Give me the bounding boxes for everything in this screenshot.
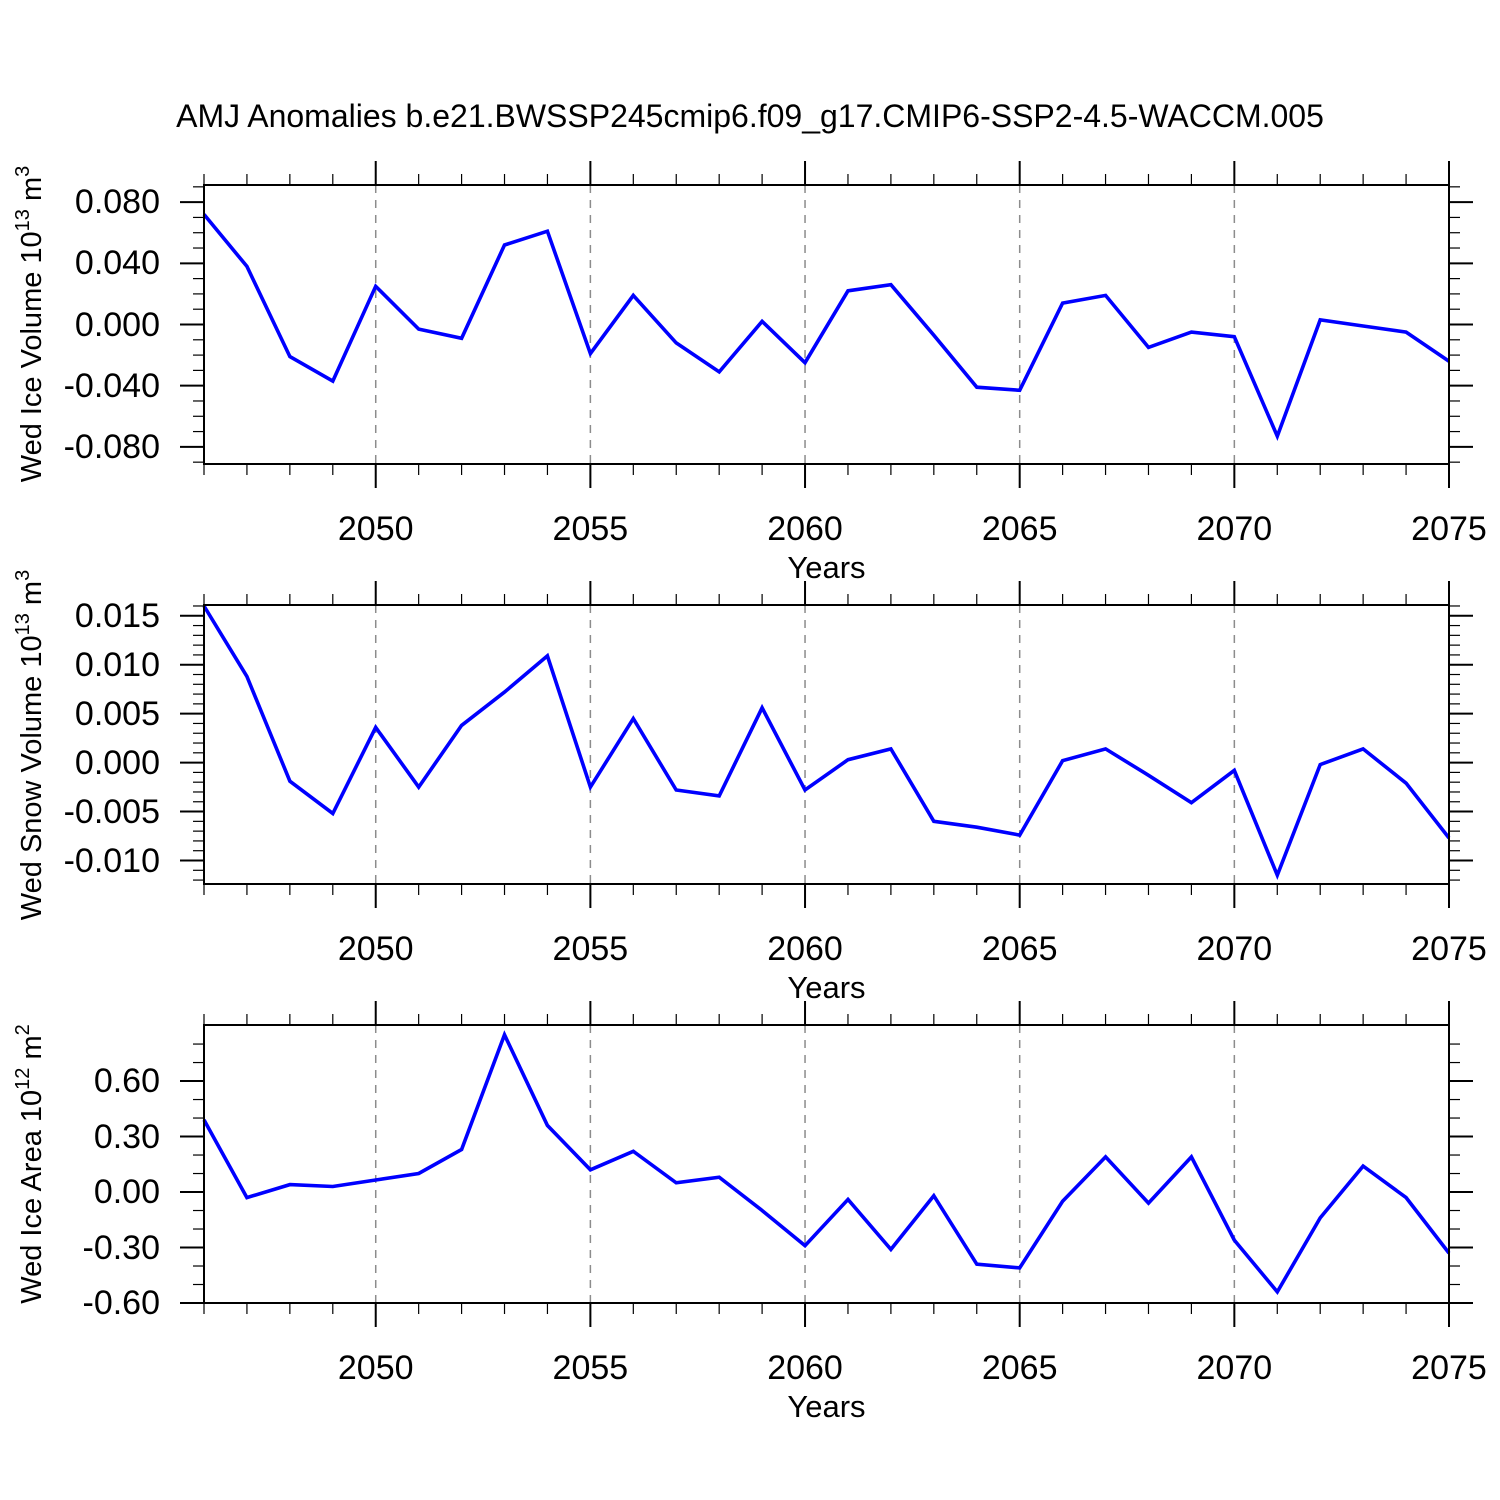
x-tick-label: 2065 xyxy=(981,1349,1058,1387)
x-axis-title-panel2: Years xyxy=(787,970,866,1005)
y-tick-label: -0.040 xyxy=(63,366,160,405)
x-tick-label: 2055 xyxy=(552,510,629,548)
y-tick-label: 0.00 xyxy=(93,1173,160,1212)
y-tick-label: 0.040 xyxy=(74,244,160,283)
y-tick-label: -0.010 xyxy=(63,841,160,880)
x-tick-label: 2075 xyxy=(1411,930,1487,968)
y-tick-label: 0.015 xyxy=(74,596,160,635)
y-tick-label: -0.005 xyxy=(63,792,160,831)
x-tick-label: 2060 xyxy=(767,930,843,968)
panel-wed-ice-volume xyxy=(180,161,1473,488)
x-axis-title-panel1: Years xyxy=(787,550,866,585)
panel-wed-snow-volume xyxy=(180,581,1473,908)
chart-title: AMJ Anomalies b.e21.BWSSP245cmip6.f09_g1… xyxy=(176,98,1324,134)
series-line-wed-snow-volume xyxy=(202,605,1451,881)
y-tick-label: 0.30 xyxy=(93,1117,160,1156)
x-tick-label: 2065 xyxy=(981,510,1058,548)
y-tick-label: 0.080 xyxy=(74,183,160,222)
x-tick-label: 2055 xyxy=(552,930,629,968)
y-tick-label: 0.000 xyxy=(74,305,160,344)
x-axis-title-panel3: Years xyxy=(787,1389,866,1424)
y-axis-label-ice-area: Wed Ice Area 1012 m2 xyxy=(12,914,52,1414)
y-axis-label-unit-exponent: 3 xyxy=(12,165,34,177)
y-axis-label-unit-exponent: 3 xyxy=(12,569,34,581)
y-tick-label: 0.005 xyxy=(74,694,160,733)
series-line-wed-ice-area xyxy=(202,1030,1451,1296)
y-tick-label: -0.30 xyxy=(82,1228,161,1267)
x-tick-label: 2070 xyxy=(1196,930,1273,968)
panel-wed-ice-area xyxy=(180,1001,1473,1327)
y-tick-label: 0.60 xyxy=(93,1062,160,1101)
x-tick-label: 2060 xyxy=(767,510,843,548)
series-line-wed-ice-volume xyxy=(202,213,1451,442)
y-tick-label: 0.000 xyxy=(74,743,160,782)
x-tick-label: 2060 xyxy=(767,1349,843,1387)
x-tick-label: 2070 xyxy=(1196,1349,1273,1387)
y-tick-label: -0.60 xyxy=(82,1284,161,1322)
y-tick-label: 0.010 xyxy=(74,645,160,684)
x-tick-label: 2050 xyxy=(337,930,414,968)
y-tick-label: -0.080 xyxy=(63,427,160,466)
x-tick-label: 2070 xyxy=(1196,510,1273,548)
x-tick-label: 2055 xyxy=(552,1349,629,1387)
x-tick-label: 2050 xyxy=(337,510,414,548)
x-tick-label: 2075 xyxy=(1411,1349,1487,1387)
x-tick-label: 2075 xyxy=(1411,510,1487,548)
x-tick-label: 2065 xyxy=(981,930,1058,968)
y-axis-label-unit-exponent: 2 xyxy=(12,1024,34,1036)
x-tick-label: 2050 xyxy=(337,1349,414,1387)
